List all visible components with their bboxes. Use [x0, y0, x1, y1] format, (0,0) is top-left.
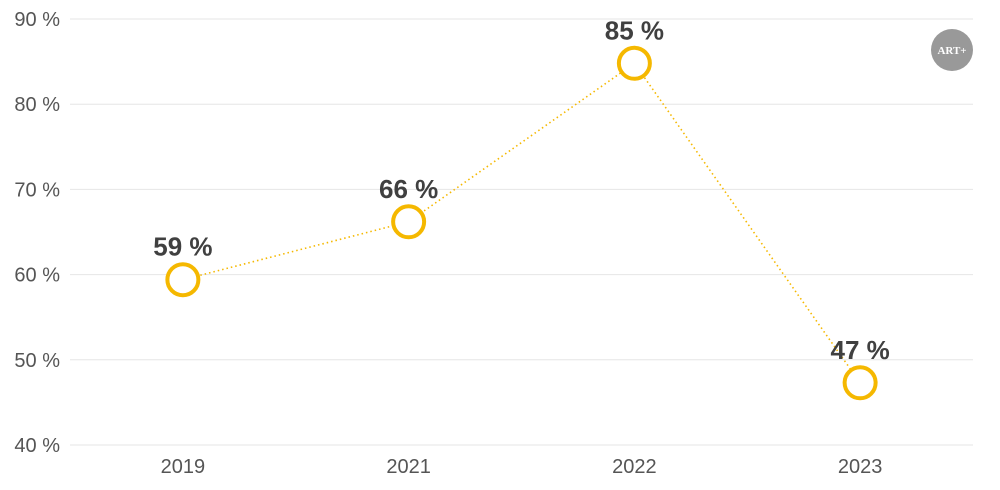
data-points [165, 45, 878, 401]
y-tick-label: 70 % [14, 179, 60, 201]
logo-circle [931, 29, 973, 71]
y-tick-label: 60 % [14, 265, 60, 287]
data-label: 85 % [605, 15, 664, 45]
y-tick-label: 80 % [14, 94, 60, 116]
logo-text: ART+ [937, 45, 966, 57]
x-axis-tick-labels: 2019 2021 2022 2023 [161, 456, 883, 478]
series-line [182, 62, 861, 384]
x-tick-label: 2023 [838, 456, 883, 478]
data-point [616, 45, 652, 81]
y-tick-label: 90 % [14, 9, 60, 31]
data-label: 59 % [153, 232, 212, 262]
x-tick-label: 2022 [612, 456, 657, 478]
data-point [165, 262, 201, 298]
data-point [391, 204, 427, 240]
data-labels: 59 % 66 % 85 % 47 % [153, 15, 890, 365]
logo-badge: ART+ [931, 29, 973, 71]
x-tick-label: 2021 [386, 456, 431, 478]
y-tick-label: 40 % [14, 435, 60, 457]
data-point [842, 365, 878, 401]
data-label: 66 % [379, 174, 438, 204]
x-tick-label: 2019 [161, 456, 206, 478]
y-tick-label: 50 % [14, 350, 60, 372]
y-axis-tick-labels: 40 % 50 % 60 % 70 % 80 % 90 % [14, 9, 60, 457]
gridlines [70, 18, 973, 446]
data-label: 47 % [830, 335, 889, 365]
